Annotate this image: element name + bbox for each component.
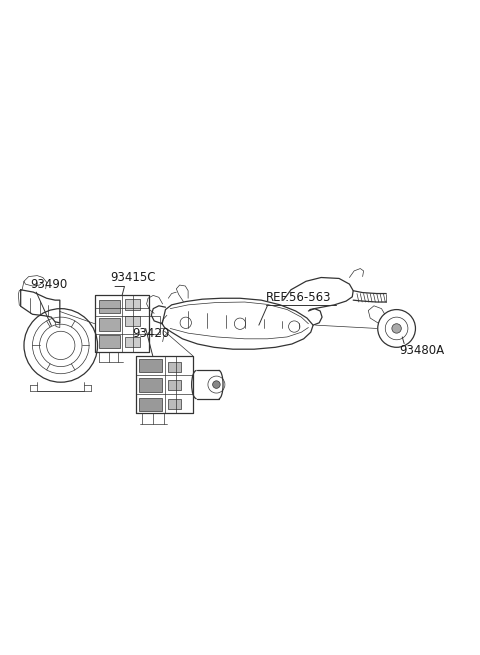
FancyBboxPatch shape (139, 379, 162, 392)
FancyBboxPatch shape (125, 316, 140, 326)
FancyBboxPatch shape (168, 362, 180, 372)
FancyBboxPatch shape (98, 335, 120, 348)
FancyBboxPatch shape (168, 381, 180, 390)
FancyBboxPatch shape (139, 359, 162, 372)
FancyBboxPatch shape (139, 398, 162, 411)
FancyBboxPatch shape (168, 399, 180, 409)
FancyBboxPatch shape (125, 337, 140, 347)
Text: REF.56-563: REF.56-563 (266, 291, 332, 304)
Circle shape (213, 381, 220, 388)
Text: 93420: 93420 (132, 327, 170, 339)
Circle shape (392, 324, 401, 333)
FancyBboxPatch shape (125, 299, 140, 310)
FancyBboxPatch shape (98, 300, 120, 313)
Text: 93415C: 93415C (110, 271, 156, 284)
FancyBboxPatch shape (98, 318, 120, 331)
Text: 93480A: 93480A (399, 343, 444, 356)
Text: 93490: 93490 (30, 278, 67, 291)
